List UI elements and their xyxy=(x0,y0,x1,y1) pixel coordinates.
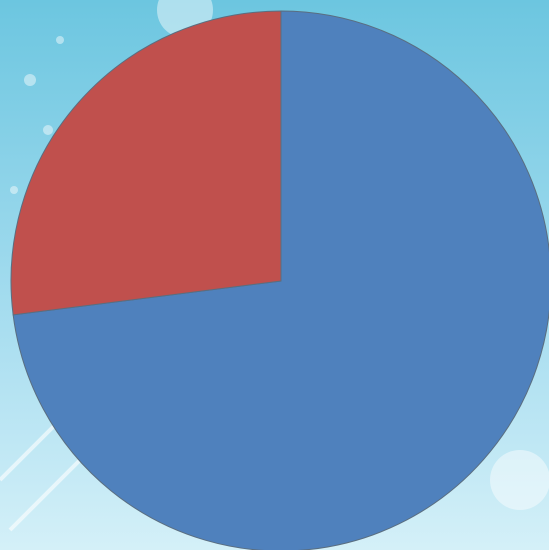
chart xyxy=(0,0,549,550)
pie xyxy=(11,11,549,550)
page: (() => { const data = JSON.parse(documen… xyxy=(0,0,549,550)
